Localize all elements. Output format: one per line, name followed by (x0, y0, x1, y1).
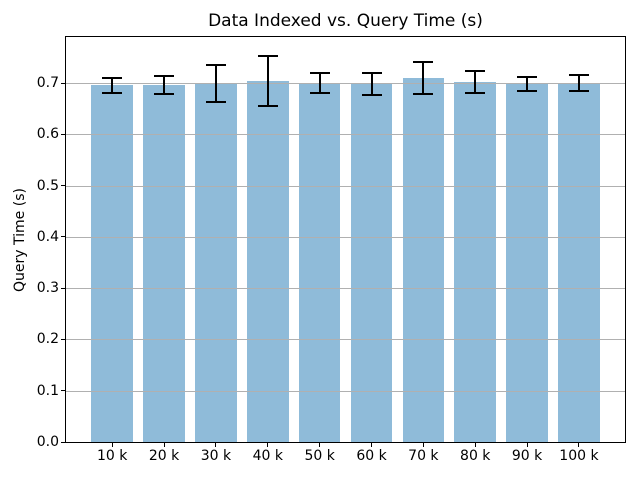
error-bar-line (163, 76, 166, 94)
bar (247, 81, 289, 442)
error-bar-line (266, 56, 269, 106)
y-tick-label: 0.7 (36, 75, 59, 92)
error-bar-line (577, 74, 580, 92)
x-tick (371, 443, 372, 447)
x-tick (319, 443, 321, 447)
gridline (66, 236, 625, 238)
error-bar-cap-top (568, 73, 589, 76)
x-tick (578, 443, 580, 447)
x-tick-label: 60 k (356, 448, 387, 464)
x-tick-label: 40 k (252, 448, 283, 464)
error-bar-cap-bottom (517, 90, 538, 93)
error-bar-cap-top (309, 72, 330, 75)
bar (454, 82, 496, 442)
x-tick-label: 100 k (559, 448, 599, 464)
error-bar-cap-bottom (205, 101, 226, 104)
y-tick-label: 0.2 (36, 331, 59, 348)
gridline (66, 339, 625, 341)
y-tick (61, 287, 65, 289)
x-tick (267, 443, 269, 447)
bar (506, 84, 548, 442)
error-bar-line (370, 73, 373, 95)
x-tick-label: 80 k (460, 448, 491, 464)
bar (350, 84, 393, 442)
x-tick (111, 443, 113, 447)
error-bar-cap-bottom (309, 91, 330, 94)
y-tick (61, 236, 65, 238)
x-tick-label: 20 k (148, 448, 180, 464)
error-bar-cap-top (465, 69, 486, 72)
gridline (66, 288, 625, 290)
y-tick-label: 0.5 (36, 177, 59, 194)
y-tick (61, 390, 65, 392)
y-tick-label: 0.6 (36, 126, 59, 143)
error-bar-cap-bottom (465, 92, 486, 95)
error-bar-cap-bottom (413, 92, 434, 95)
chart-title: Data Indexed vs. Query Time (s) (208, 11, 483, 31)
error-bar-line (111, 77, 114, 93)
y-tick (61, 133, 65, 135)
gridline (66, 185, 625, 187)
error-bar-line (526, 76, 529, 92)
error-bar-line (422, 62, 425, 94)
y-tick (61, 82, 65, 84)
error-bar-cap-bottom (568, 90, 589, 93)
error-bar-line (214, 65, 217, 103)
error-bar-cap-bottom (154, 92, 175, 95)
y-tick (61, 185, 65, 187)
y-tick (61, 338, 65, 340)
gridline (66, 83, 625, 85)
error-bar-cap-top (361, 72, 382, 75)
error-bar-cap-top (413, 61, 434, 64)
error-bar-cap-top (517, 75, 538, 78)
x-tick (474, 443, 476, 447)
bar (91, 85, 133, 442)
bar (298, 83, 341, 442)
error-bar-cap-top (257, 55, 278, 58)
error-bar-cap-top (102, 76, 123, 79)
x-tick (163, 443, 165, 447)
x-tick-label: 30 k (200, 448, 232, 464)
error-bar-line (318, 73, 321, 93)
y-tick-label: 0.0 (36, 434, 59, 450)
gridline (66, 390, 625, 392)
bar (195, 83, 237, 442)
y-tick-label: 0.1 (36, 382, 59, 399)
error-bar-cap-bottom (257, 104, 278, 107)
bar (143, 85, 185, 442)
y-tick (61, 441, 65, 443)
x-tick-label: 10 k (97, 448, 128, 464)
error-bar-line (474, 70, 477, 94)
plot-area (65, 36, 626, 443)
y-tick-label: 0.4 (36, 228, 59, 245)
x-tick (422, 443, 424, 447)
error-bar-cap-top (205, 64, 226, 67)
y-tick-label: 0.3 (36, 280, 59, 297)
error-bar-cap-bottom (361, 93, 382, 96)
x-tick (215, 443, 217, 447)
x-tick-label: 50 k (304, 448, 335, 464)
x-tick-label: 70 k (408, 448, 439, 464)
x-tick (526, 443, 528, 447)
error-bar-cap-top (154, 75, 175, 78)
x-tick-label: 90 k (511, 448, 543, 464)
gridline (66, 134, 625, 136)
bar (558, 83, 600, 442)
bar (402, 78, 445, 442)
error-bar-cap-bottom (102, 91, 123, 94)
